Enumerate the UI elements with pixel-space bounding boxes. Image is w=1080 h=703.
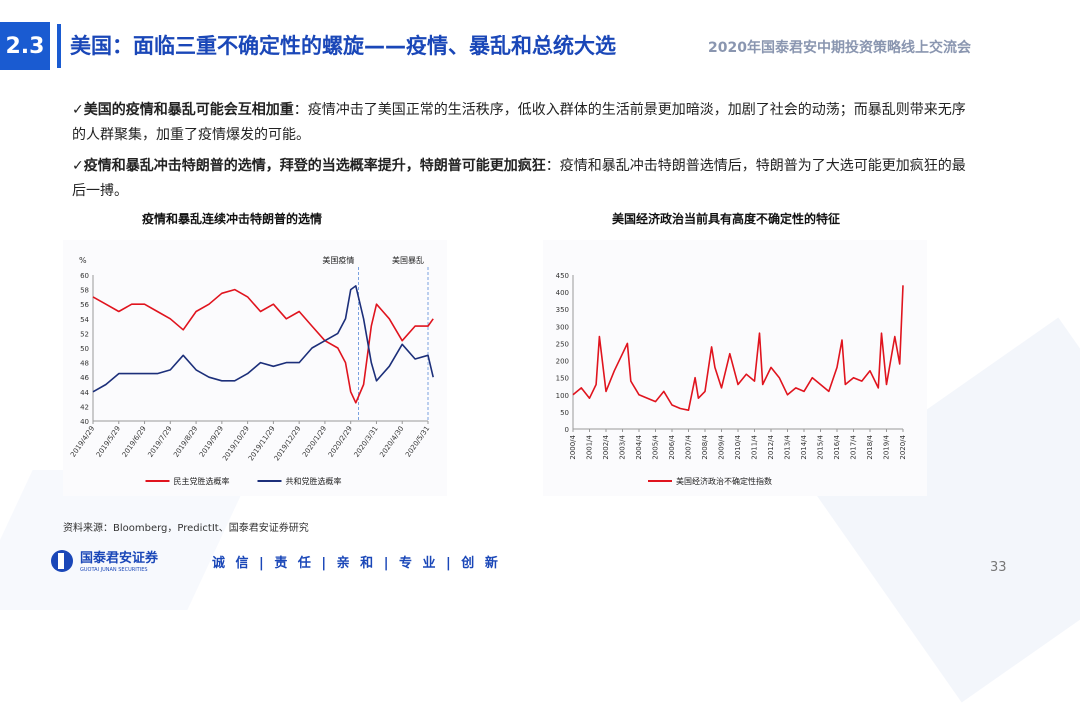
x-tick-label: 2019/6/29 [121,425,148,459]
bullet-1-text: ：疫情冲击了美国正常的生活秩序，低收入群体的生活前景更加暗淡，加剧了社会的动荡；… [72,102,966,143]
x-tick-label: 2019/8/29 [172,425,199,459]
title-accent-bar [57,24,61,68]
y-tick-label: 52 [80,330,89,338]
x-tick-label: 2019/9/29 [198,425,225,459]
x-tick-label: 2019/10/29 [221,425,251,463]
x-tick-label: 2014/4 [800,434,808,459]
y-tick-label: 56 [80,301,89,309]
x-tick-label: 2020/4 [899,434,907,459]
check-icon: ✓ [72,158,84,174]
company-slogan: 诚 信 | 责 任 | 亲 和 | 专 业 | 创 新 [212,556,501,571]
y-tick-label: 350 [556,306,569,314]
x-tick-label: 2006/4 [668,434,676,459]
company-logo: 国泰君安证券 GUOTAI JUNAN SECURITIES [48,549,208,577]
chart-2-panel: 0 50 100 150 200 250 300 350 400 450 2000/4 2001/4 2… [543,240,927,496]
x-tick-label: 2013/4 [784,434,792,459]
election-odds-chart: % 40 42 44 46 48 50 52 54 56 58 60 2019/4/292019/5/2… [69,255,434,486]
x-tick-label: 2019/4/29 [69,425,96,459]
bullet-point-1: ✓美国的疫情和暴乱可能会互相加重：疫情冲击了美国正常的生活秩序，低收入群体的生活… [72,98,972,148]
series-line [92,285,434,393]
y-tick-label: 48 [80,360,89,368]
y-axis-label: % [79,256,87,265]
legend-label: 美国经济政治不确定性指数 [676,476,772,486]
y-tick-label: 450 [556,272,569,280]
y-tick-label: 150 [556,375,569,383]
section-number: 2.3 [0,22,50,70]
y-tick-label: 46 [80,374,89,382]
y-tick-label: 54 [80,316,89,324]
annotation-label: 美国疫情 [322,255,354,265]
y-tick-label: 42 [80,403,89,411]
x-tick-label: 2010/4 [734,434,742,459]
x-tick-label: 2019/4 [883,434,891,459]
x-tick-label: 2020/1/29 [301,425,328,459]
x-tick-label: 2008/4 [701,434,709,459]
x-tick-label: 2019/5/29 [95,425,122,459]
source-note: 资料来源：Bloomberg，PredictIt、国泰君安证券研究 [63,523,309,534]
x-tick-label: 2019/12/29 [273,425,303,463]
x-tick-label: 2011/4 [751,434,759,459]
x-tick-label: 2018/4 [866,434,874,459]
uncertainty-index-chart: 0 50 100 150 200 250 300 350 400 450 2000/4 2001/4 2… [556,272,907,486]
chart-1-panel: % 40 42 44 46 48 50 52 54 56 58 60 2019/4/29 2019/5/2… [63,240,447,496]
y-tick-label: 40 [80,418,89,426]
x-tick-label: 2012/4 [767,434,775,459]
y-tick-label: 50 [560,409,569,417]
y-tick-label: 0 [565,426,569,434]
x-tick-label: 2020/4/30 [378,425,405,459]
x-tick-label: 2020/3/31 [353,425,380,459]
x-tick-label: 2009/4 [718,434,726,459]
y-tick-label: 44 [80,389,89,397]
y-tick-label: 100 [556,392,569,400]
legend-label: 民主党胜选概率 [174,476,230,486]
annotation-label: 美国暴乱 [392,255,424,265]
x-tick-label: 2019/11/29 [247,425,277,463]
x-tick-label: 2017/4 [850,434,858,459]
x-tick-label: 2004/4 [635,434,643,459]
chart-1-title: 疫情和暴乱连续冲击特朗普的选情 [142,212,323,226]
y-tick-label: 300 [556,323,569,331]
bullet-2-text: ：疫情和暴乱冲击特朗普选情后，特朗普为了大选可能更加疯狂的最后一搏。 [72,158,966,199]
x-tick-label: 2019/7/29 [146,425,173,459]
y-tick-label: 400 [556,289,569,297]
bullet-2-bold: 疫情和暴乱冲击特朗普的选情，拜登的当选概率提升，特朗普可能更加疯狂 [83,158,546,174]
chart-2-title: 美国经济政治当前具有高度不确定性的特征 [612,212,841,226]
check-icon: ✓ [72,102,84,118]
series-line [572,285,904,411]
x-tick-label: 2000/4 [569,434,577,459]
page-number: 33 [990,560,1007,575]
bullet-1-bold: 美国的疫情和暴乱可能会互相加重 [83,102,294,118]
x-tick-label: 2002/4 [602,434,610,459]
logo-text-en: GUOTAI JUNAN SECURITIES [80,567,148,573]
y-tick-label: 60 [80,272,89,280]
x-tick-label: 2001/4 [586,434,594,459]
x-tick-label: 2007/4 [685,434,693,459]
x-tick-label: 2020/2/29 [327,425,354,459]
x-tick-label: 2005/4 [652,434,660,459]
y-tick-label: 58 [80,287,89,295]
y-tick-label: 200 [556,358,569,366]
series-line [92,288,434,404]
legend-label: 共和党胜选概率 [286,476,342,486]
y-tick-label: 250 [556,340,569,348]
y-tick-label: 50 [80,345,89,353]
logo-icon: 国泰君安证券 GUOTAI JUNAN SECURITIES [51,550,159,573]
x-tick-label: 2015/4 [817,434,825,459]
x-tick-label: 2020/5/31 [404,425,431,459]
bullet-point-2: ✓疫情和暴乱冲击特朗普的选情，拜登的当选概率提升，特朗普可能更加疯狂：疫情和暴乱… [72,154,972,204]
x-tick-label: 2016/4 [833,434,841,459]
event-name: 2020年国泰君安中期投资策略线上交流会 [708,40,971,56]
x-tick-label: 2003/4 [619,434,627,459]
page-title: 美国：面临三重不确定性的螺旋——疫情、暴乱和总统大选 [70,34,616,58]
logo-text-cn: 国泰君安证券 [80,550,159,566]
